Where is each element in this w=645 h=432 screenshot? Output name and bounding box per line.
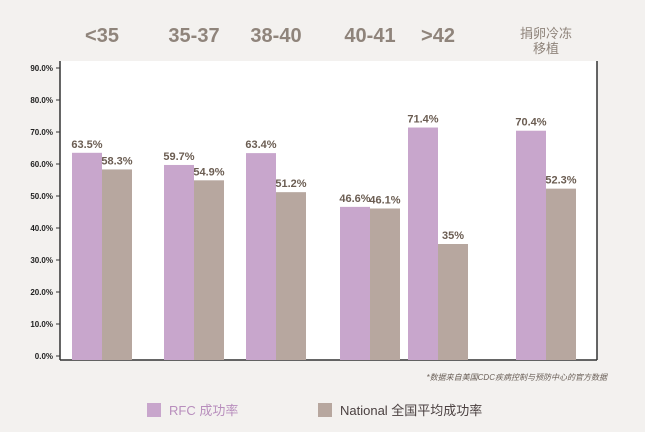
bar-value-label: 59.7% bbox=[163, 151, 194, 163]
bar-value-label: 71.4% bbox=[407, 114, 438, 126]
bar-rfc bbox=[408, 127, 438, 361]
category-label-lt35: <35 bbox=[85, 25, 119, 47]
bar-value-label: 52.3% bbox=[545, 175, 576, 187]
bar-rfc bbox=[340, 206, 370, 360]
bar-value-label: 35% bbox=[442, 230, 464, 242]
y-tick-label: 30.0% bbox=[30, 256, 53, 265]
legend-item-rfc: RFC 成功率 bbox=[147, 400, 238, 419]
bar-national bbox=[194, 180, 224, 360]
y-tick-label: 20.0% bbox=[30, 288, 53, 297]
bar-value-label: 54.9% bbox=[193, 166, 224, 178]
bar-value-label: 58.3% bbox=[101, 155, 132, 167]
bar-value-label: 63.4% bbox=[245, 139, 276, 151]
y-tick-label: 50.0% bbox=[30, 192, 53, 201]
bar-value-label: 63.5% bbox=[71, 139, 102, 151]
bar-rfc bbox=[516, 130, 546, 360]
bar-value-label: 46.1% bbox=[369, 194, 400, 206]
category-label-35-37: 35-37 bbox=[168, 25, 220, 47]
y-tick-label: 10.0% bbox=[30, 320, 53, 329]
bar-rfc bbox=[164, 164, 194, 360]
bar-national bbox=[370, 208, 400, 360]
legend-item-national: National 全国平均成功率 bbox=[318, 400, 482, 419]
bar-rfc bbox=[72, 152, 102, 360]
category-label-38-40: 38-40 bbox=[250, 25, 302, 47]
footnote: *数据来自美国CDC疾病控制与预防中心的官方数据 bbox=[426, 373, 607, 382]
legend-label-national: National 全国平均成功率 bbox=[340, 403, 483, 418]
bar-value-label: 51.2% bbox=[275, 178, 306, 190]
bar-value-label: 46.6% bbox=[339, 193, 370, 205]
bar-national bbox=[438, 244, 468, 360]
bar-value-label: 70.4% bbox=[515, 117, 546, 129]
bar-national bbox=[102, 169, 132, 360]
plot-background bbox=[60, 61, 597, 360]
bar-rfc bbox=[246, 153, 276, 360]
bar-national bbox=[546, 188, 576, 360]
y-tick-label: 60.0% bbox=[30, 160, 53, 169]
category-label-donor-frozen: 捐卵冷冻 移植 bbox=[519, 26, 572, 56]
y-tick-label: 70.0% bbox=[30, 128, 53, 137]
legend-swatch-rfc bbox=[147, 402, 161, 417]
y-tick-label: 90.0% bbox=[30, 64, 53, 73]
y-tick-label: 80.0% bbox=[30, 96, 53, 105]
legend-label-rfc: RFC 成功率 bbox=[169, 403, 239, 418]
y-tick-label: 0.0% bbox=[35, 352, 53, 361]
category-label-40-41: 40-41 bbox=[344, 25, 396, 47]
bar-national bbox=[276, 192, 306, 360]
legend-swatch-national bbox=[318, 402, 332, 417]
y-tick-label: 40.0% bbox=[30, 224, 53, 233]
category-label-gt42: >42 bbox=[421, 25, 455, 47]
